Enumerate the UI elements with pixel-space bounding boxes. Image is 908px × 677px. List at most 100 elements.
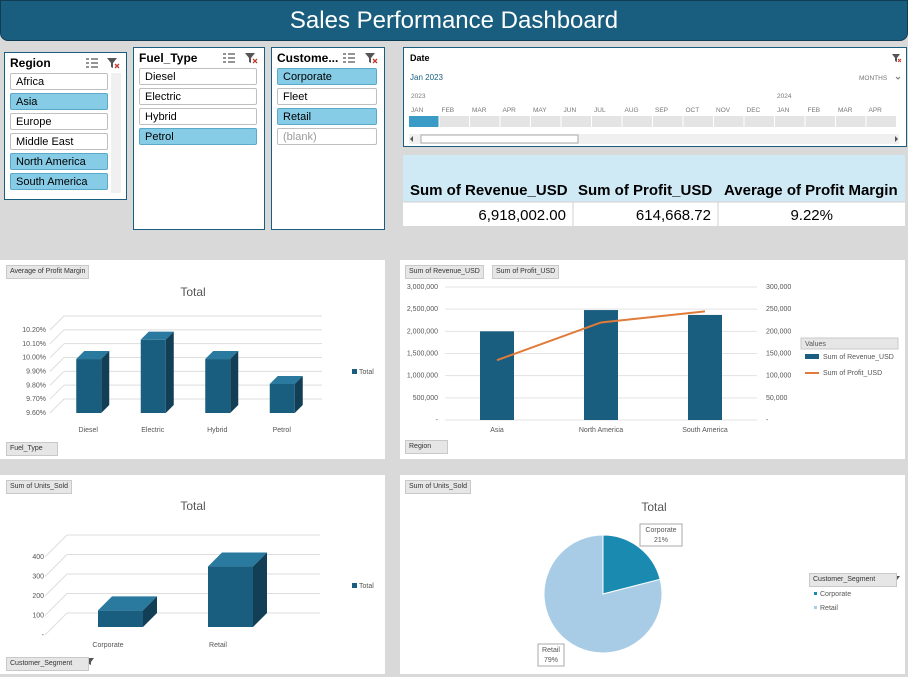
multi-select-icon[interactable] [222,52,236,64]
axis-button-label: Customer_Segment [10,660,73,667]
timeline-month-cell[interactable] [744,116,775,127]
bar-hybrid[interactable] [205,351,239,413]
timeline-level-selector[interactable]: MONTHS [859,75,888,82]
axis-button-fuel-type[interactable]: Fuel_Type [6,442,58,456]
gridline [44,534,68,558]
bar-corporate[interactable] [98,596,157,627]
legend-button-customer-segment[interactable]: Customer_Segment [809,573,897,587]
slicer-item-asia[interactable]: Asia [10,93,108,110]
timeline-month-label: JAN [411,107,424,114]
y-tick-label: 9.80% [26,382,46,389]
slicer-item-electric[interactable]: Electric [139,88,257,105]
customer-segment-slicer[interactable]: Custome... Corporate Fleet Retail (blank) [271,47,385,230]
slicer-item-diesel[interactable]: Diesel [139,68,257,85]
slicer-item-hybrid[interactable]: Hybrid [139,108,257,125]
bar-retail[interactable] [208,552,267,627]
field-button-sum-units[interactable]: Sum of Units_Sold [6,480,72,494]
chart-title: Total [641,500,666,514]
bar-petrol[interactable] [269,375,303,413]
field-button-sum-profit[interactable]: Sum of Profit_USD [492,265,560,279]
slicer-item-corporate[interactable]: Corporate [277,68,377,85]
timeline-month-label: MAY [533,107,547,114]
timeline-month-cell[interactable] [775,116,805,127]
kpi-revenue-value: 6,918,002.00 [478,207,566,224]
timeline-month-cell[interactable] [439,116,470,127]
bar-electric[interactable] [140,331,174,413]
data-label-box [537,643,565,667]
timeline-month-cell[interactable] [561,116,592,127]
timeline-month-cell[interactable] [866,116,897,127]
timeline-month-cell[interactable] [500,116,531,127]
multi-select-icon[interactable] [342,52,356,64]
pie-slice-retail[interactable] [543,534,663,654]
axis-button-customer-segment[interactable]: Customer_Segment [6,657,90,671]
slicer-item-middle-east[interactable]: Middle East [10,133,108,150]
legend-label: Sum of Revenue_USD [823,354,894,361]
timeline-range-label: Jan 2023 [410,73,443,82]
timeline-scrollbar-thumb[interactable] [420,134,579,144]
x-tick-label: Asia [490,427,504,434]
scroll-right-icon[interactable] [895,136,898,142]
date-timeline[interactable]: Date Jan 2023 MONTHS 2023 2024 JAN FEB MAR A… [403,47,907,147]
timeline-month-label: FEB [808,107,821,114]
gridline [44,554,68,577]
clear-filter-icon[interactable] [244,52,258,64]
region-slicer-scrollbar[interactable] [111,73,121,193]
field-button-avg-profit-margin[interactable]: Average of Profit Margin [6,265,90,279]
slicer-item-petrol[interactable]: Petrol [139,128,257,145]
timeline-month-cell[interactable] [683,116,714,127]
gridline [44,612,68,636]
timeline-month-cell[interactable] [470,116,500,127]
y-left-tick-label: 1,000,000 [407,373,438,380]
revenue-bar[interactable] [584,310,618,420]
timeline-month-cell[interactable] [622,116,653,127]
timeline-month-cell[interactable] [592,116,622,127]
y-tick-label: 10.00% [22,355,46,362]
clear-filter-icon[interactable] [364,52,378,64]
y-right-tick-label: - [766,417,769,424]
timeline-month-cell[interactable] [531,116,561,127]
axis-button-region[interactable]: Region [405,440,449,454]
revenue-bar[interactable] [480,331,514,420]
timeline-month-cell[interactable] [836,116,866,127]
revenue-profit-chart[interactable]: Sum of Revenue_USD Sum of Profit_USD - - 5… [400,260,905,459]
timeline-scrollbar-track[interactable] [409,134,899,144]
chevron-down-icon[interactable] [895,76,901,80]
y-left-tick-label: 3,000,000 [407,284,438,291]
timeline-month-cell[interactable] [653,116,683,127]
bar-diesel[interactable] [76,351,110,413]
field-button-sum-revenue[interactable]: Sum of Revenue_USD [405,265,484,279]
kpi-profit-value: 614,668.72 [636,207,711,224]
clear-filter-icon[interactable] [106,57,120,69]
slicer-item-south-america[interactable]: South America [10,173,108,190]
region-slicer[interactable]: Region Africa Asia Europe Middle East North … [4,52,127,200]
x-tick-label: Electric [141,427,164,434]
units-segment-pie-chart[interactable]: Sum of Units_Sold Total Corporate 21% Retai… [400,475,905,674]
timeline-selected-month[interactable] [409,116,439,127]
slicer-item-retail[interactable]: Retail [277,108,377,125]
timeline-month-cell[interactable] [714,116,744,127]
gridline [44,593,68,616]
profit-line[interactable] [496,310,706,362]
fuel-type-slicer[interactable]: Fuel_Type Diesel Electric Hybrid Petrol [133,47,265,230]
timeline-month-cell[interactable] [805,116,836,127]
field-button-sum-units[interactable]: Sum of Units_Sold [405,480,471,494]
clear-filter-icon[interactable] [892,54,902,63]
data-label-box [639,523,683,547]
chart-title: Total [180,285,205,299]
legend-title-box[interactable] [800,337,899,350]
profit-margin-chart[interactable]: Average of Profit Margin Total 9.60% 9.70%… [0,260,385,459]
slicer-item-north-america[interactable]: North America [10,153,108,170]
slicer-item-fleet[interactable]: Fleet [277,88,377,105]
scroll-left-icon[interactable] [410,136,413,142]
timeline-header: Date [410,53,430,63]
slicer-item-europe[interactable]: Europe [10,113,108,130]
revenue-bar[interactable] [688,314,722,420]
slicer-item-africa[interactable]: Africa [10,73,108,90]
y-tick-label: 9.90% [26,369,46,376]
units-segment-bar-chart[interactable]: Sum of Units_Sold Total - 100 200 300 400 Corp… [0,475,385,674]
timeline-year-label: 2023 [411,93,426,100]
pie-slice-corporate[interactable] [602,534,661,595]
multi-select-icon[interactable] [85,57,99,69]
slicer-item-blank[interactable]: (blank) [277,128,377,145]
